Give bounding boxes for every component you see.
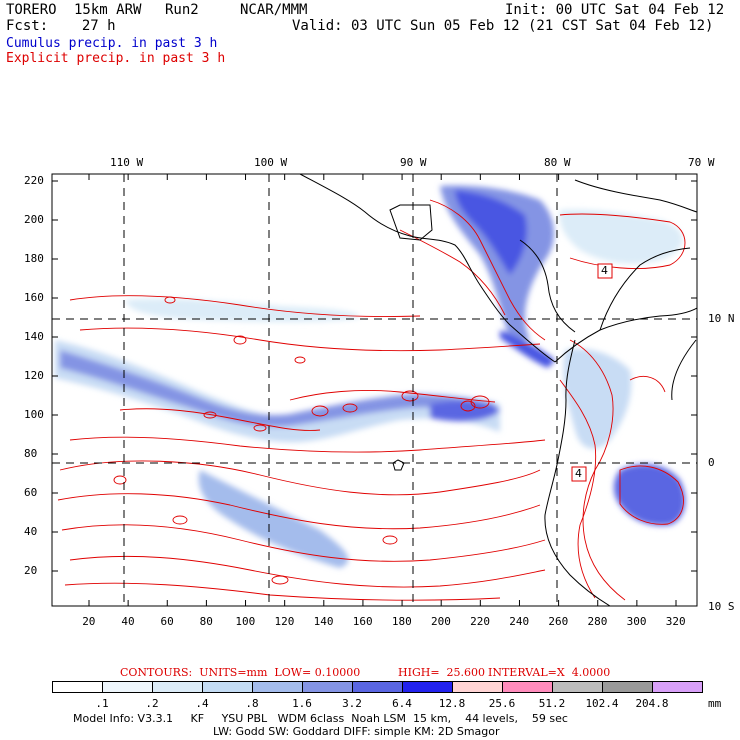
model-resolution: 15km ARW — [74, 2, 142, 18]
colorbar-swatch — [152, 681, 203, 693]
colorbar-label: .2 — [145, 697, 159, 710]
lat-label-10s: 10 S — [708, 600, 735, 613]
model-info-line1: Model Info: V3.3.1 KF YSU PBL WDM 6class… — [73, 712, 568, 725]
cumulus-legend-line: Cumulus precip. in past 3 h — [6, 36, 218, 51]
colorbar-label: .4 — [195, 697, 209, 710]
colorbar-swatch — [202, 681, 253, 693]
explicit-precip-contours — [57, 199, 686, 601]
contours-high: HIGH= 25.600 — [398, 666, 486, 679]
colorbar-unit: mm — [708, 697, 722, 710]
colorbar-label: .8 — [245, 697, 259, 710]
x-tick-label: 220 — [470, 615, 490, 628]
contours-info: CONTOURS: UNITS=mm LOW= 0.10000 — [120, 666, 361, 679]
lon-label-110w: 110 W — [110, 156, 144, 169]
x-tick-label: 180 — [391, 615, 412, 628]
y-tick-label: 20 — [24, 564, 38, 577]
y-tick-label: 60 — [24, 486, 38, 499]
y-tick-label: 200 — [24, 213, 44, 226]
colorbar-swatch — [102, 681, 153, 693]
colorbar-label: 3.2 — [342, 697, 362, 710]
x-tick-label: 260 — [548, 615, 569, 628]
colorbar-label: 1.6 — [292, 697, 312, 710]
contour-label-box-1 — [597, 263, 613, 279]
colorbar-label: .1 — [95, 697, 109, 710]
colorbar-swatch — [552, 681, 603, 693]
lon-label-70w: 70 W — [688, 156, 715, 169]
lat-label-0: 0 — [708, 456, 715, 469]
y-tick-label: 80 — [24, 447, 38, 460]
model-info-line2: LW: Godd SW: Goddard DIFF: simple KM: 2D… — [213, 725, 500, 738]
colorbar-label: 12.8 — [438, 697, 466, 710]
colorbar-swatch — [302, 681, 353, 693]
graticule — [52, 174, 697, 606]
y-tick-label: 140 — [24, 330, 44, 343]
contour-label-box-2 — [571, 466, 587, 482]
coastlines — [299, 174, 697, 606]
colorbar-label: 51.2 — [538, 697, 566, 710]
x-tick-label: 20 — [82, 615, 96, 628]
x-tick-label: 40 — [121, 615, 135, 628]
contour-label-4a: 4 — [601, 264, 608, 277]
x-tick-label: 300 — [626, 615, 647, 628]
x-tick-label: 160 — [352, 615, 373, 628]
model-org: NCAR/MMM — [240, 2, 308, 18]
forecast-hour: Fcst: 27 h — [6, 18, 116, 34]
valid-time: Valid: 03 UTC Sun 05 Feb 12 (21 CST Sat … — [292, 18, 714, 34]
colorbar-swatch — [402, 681, 453, 693]
y-tick-label: 40 — [24, 525, 38, 538]
y-tick-label: 100 — [24, 408, 44, 421]
y-tick-label: 220 — [24, 174, 44, 187]
y-tick-label: 120 — [24, 369, 44, 382]
colorbar-swatch — [652, 681, 703, 693]
y-tick-label: 160 — [24, 291, 44, 304]
colorbar-label: 6.4 — [392, 697, 412, 710]
x-tick-label: 320 — [665, 615, 686, 628]
colorbar-swatch — [52, 681, 103, 693]
x-tick-label: 280 — [587, 615, 608, 628]
colorbar-swatch — [602, 681, 653, 693]
x-tick-label: 120 — [274, 615, 295, 628]
colorbar-swatch — [502, 681, 553, 693]
lon-label-90w: 90 W — [400, 156, 427, 169]
colorbar-swatch — [252, 681, 303, 693]
contour-label-4b: 4 — [575, 467, 582, 480]
x-tick-label: 200 — [431, 615, 451, 628]
colorbar-label: 102.4 — [585, 697, 619, 710]
colorbar-swatch — [352, 681, 403, 693]
lon-label-80w: 80 W — [544, 156, 571, 169]
explicit-legend-line: Explicit precip. in past 3 h — [6, 51, 226, 66]
x-tick-label: 100 — [235, 615, 256, 628]
model-name: TORERO — [6, 2, 57, 18]
axis-ticks — [52, 174, 697, 606]
colorbar-swatch — [452, 681, 503, 693]
x-tick-label: 240 — [509, 615, 530, 628]
cumulus-precip-shading — [55, 185, 686, 568]
init-time: Init: 00 UTC Sat 04 Feb 12 — [505, 2, 725, 18]
contours-interval: INTERVAL=X 4.0000 — [488, 666, 611, 679]
map-frame — [51, 173, 698, 607]
x-tick-label: 60 — [160, 615, 174, 628]
x-tick-label: 80 — [199, 615, 213, 628]
x-tick-label: 140 — [313, 615, 334, 628]
lon-label-100w: 100 W — [254, 156, 288, 169]
model-run: Run2 — [165, 2, 199, 18]
lat-label-10n: 10 N — [708, 312, 735, 325]
colorbar-label: 25.6 — [488, 697, 516, 710]
y-tick-label: 180 — [24, 252, 44, 265]
colorbar-label: 204.8 — [635, 697, 669, 710]
